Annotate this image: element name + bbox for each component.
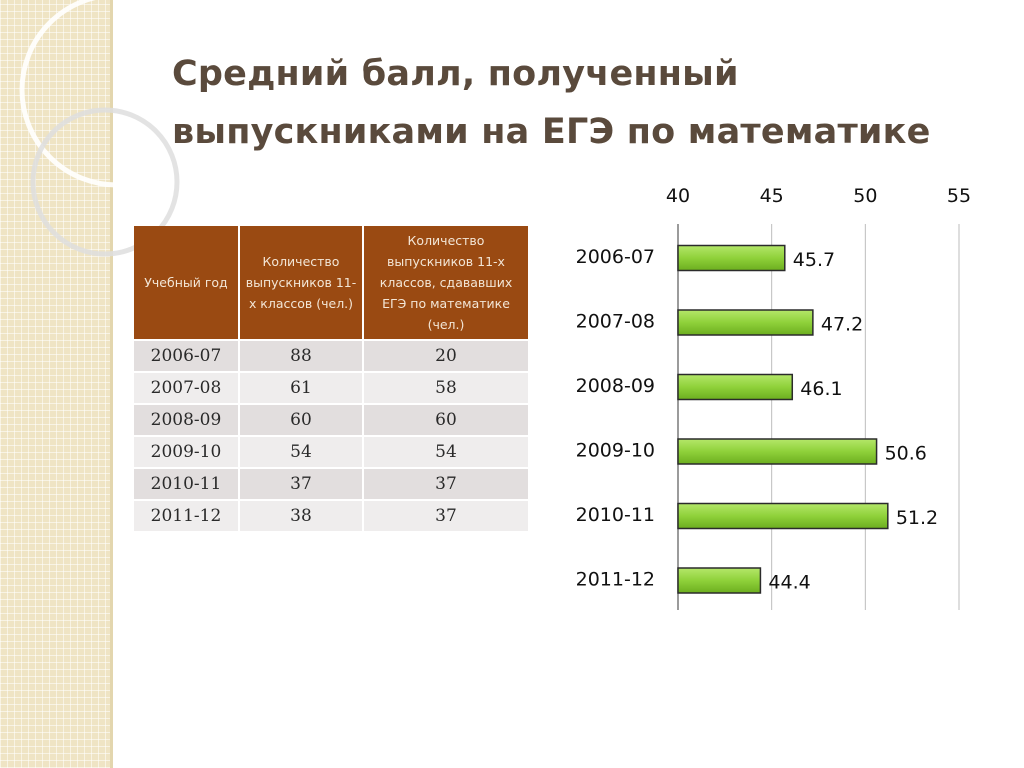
chart-bars: [677, 244, 889, 594]
cell-year: 2006-07: [134, 339, 240, 372]
value-label: 45.7: [793, 249, 835, 271]
cell-exam-takers: 60: [363, 403, 528, 436]
cell-exam-takers: 20: [363, 339, 528, 372]
deco-circle-small: [30, 107, 180, 257]
decorative-circles: [19, 0, 200, 257]
value-label: 51.2: [896, 507, 938, 529]
cell-year: 2010-11: [134, 467, 240, 500]
cell-graduates: 88: [239, 339, 364, 372]
title-line-1: Средний балл, полученный: [172, 54, 739, 94]
bar: [677, 373, 794, 401]
table-row: 2009-10 54 54: [134, 435, 528, 468]
table-row: 2011-12 38 37: [134, 499, 528, 531]
chart-gridlines: [677, 224, 960, 610]
category-label: 2010-11: [576, 504, 655, 526]
bar: [677, 438, 878, 465]
cell-year: 2007-08: [134, 371, 240, 404]
value-label: 44.4: [768, 572, 810, 594]
cell-graduates: 61: [239, 371, 364, 404]
x-tick-label: 55: [947, 185, 971, 207]
category-label: 2009-10: [576, 440, 655, 462]
cell-graduates: 37: [239, 467, 364, 500]
chart-value-labels: 45.7 47.2 46.1 50.6 51.2 44.4: [768, 249, 938, 594]
table-header-row: Учебный год Количество выпускников 11-х …: [134, 226, 528, 340]
value-label: 50.6: [885, 443, 927, 465]
bar: [677, 502, 889, 530]
graduates-table: Учебный год Количество выпускников 11-х …: [134, 226, 528, 531]
x-tick-label: 50: [853, 185, 877, 207]
cell-year: 2008-09: [134, 403, 240, 436]
bar: [677, 309, 814, 336]
header-school-year: Учебный год: [134, 226, 240, 340]
category-label: 2007-08: [576, 311, 655, 333]
category-label: 2006-07: [576, 246, 655, 268]
bar: [677, 244, 786, 272]
cell-year: 2009-10: [134, 435, 240, 468]
cell-year: 2011-12: [134, 499, 240, 531]
cell-exam-takers: 54: [363, 435, 528, 468]
table-row: 2007-08 61 58: [134, 371, 528, 404]
chart-category-labels: 2006-07 2007-08 2008-09 2009-10 2010-11 2011-…: [576, 246, 655, 591]
deco-circle-large: [19, 0, 200, 188]
chart-x-tick-labels: 40 45 50 55: [666, 185, 971, 207]
table-row: 2008-09 60 60: [134, 403, 528, 436]
cell-graduates: 60: [239, 403, 364, 436]
cell-exam-takers: 37: [363, 499, 528, 531]
slide-title: Средний балл, полученный выпускниками на…: [172, 45, 972, 161]
bar: [677, 567, 762, 594]
value-label: 47.2: [821, 314, 863, 336]
title-line-2: выпускниками на ЕГЭ по математике: [172, 112, 931, 152]
header-graduates-count: Количество выпускников 11-х классов (чел…: [239, 226, 364, 340]
x-tick-label: 45: [760, 185, 784, 207]
cell-graduates: 38: [239, 499, 364, 531]
cell-exam-takers: 58: [363, 371, 528, 404]
category-label: 2008-09: [576, 375, 655, 397]
value-label: 46.1: [800, 378, 842, 400]
header-exam-takers-count: Количество выпускников 11-х классов, сда…: [363, 226, 528, 340]
cell-graduates: 54: [239, 435, 364, 468]
table-row: 2010-11 37 37: [134, 467, 528, 500]
cell-exam-takers: 37: [363, 467, 528, 500]
category-label: 2011-12: [576, 569, 655, 591]
x-tick-label: 40: [666, 185, 690, 207]
table-row: 2006-07 88 20: [134, 339, 528, 372]
